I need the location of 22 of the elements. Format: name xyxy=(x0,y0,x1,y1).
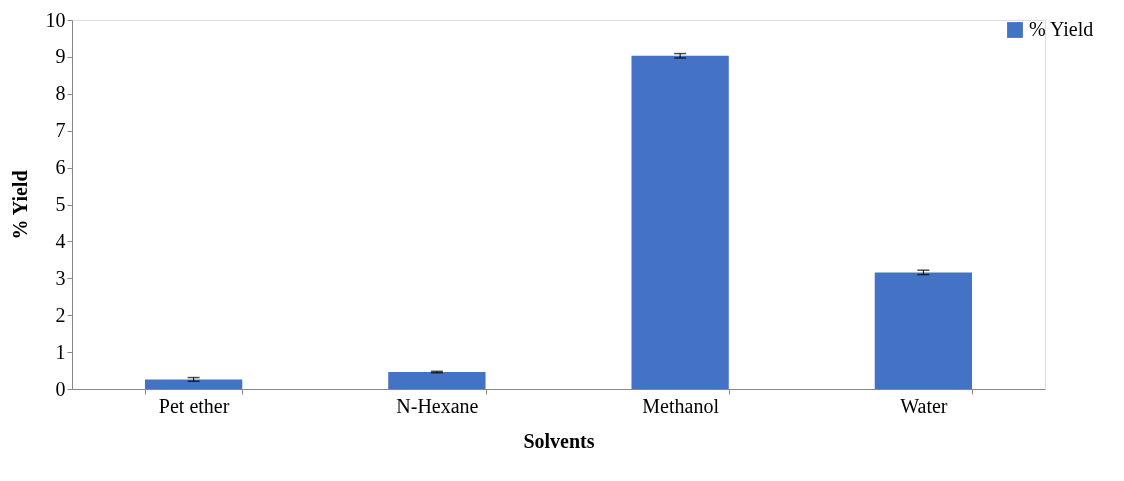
legend-label: % Yield xyxy=(1029,18,1094,40)
y-tick-label: 10 xyxy=(45,8,66,31)
bar xyxy=(388,372,486,389)
x-tick-label: Pet ether xyxy=(158,394,230,417)
y-tick-label: 8 xyxy=(55,82,66,105)
x-tick-label: N-Hexane xyxy=(396,394,479,417)
y-tick-label: 9 xyxy=(55,45,66,68)
x-tick-label: Methanol xyxy=(642,394,720,417)
y-tick-label: 2 xyxy=(55,303,66,326)
bar xyxy=(874,272,973,389)
y-tick-label: 4 xyxy=(55,229,66,252)
y-tick-label: 1 xyxy=(55,340,66,363)
y-axis-title: % Yield xyxy=(8,170,31,240)
y-tick-label: 7 xyxy=(55,119,66,142)
bar xyxy=(144,379,243,389)
bar xyxy=(631,55,729,389)
x-tick-label: Water xyxy=(900,394,948,417)
y-tick-label: 3 xyxy=(55,266,66,289)
y-tick-label: 5 xyxy=(55,193,66,215)
y-tick-label: 0 xyxy=(55,377,66,400)
x-axis-title: Solvents xyxy=(523,429,595,452)
y-tick-label: 6 xyxy=(55,156,66,179)
